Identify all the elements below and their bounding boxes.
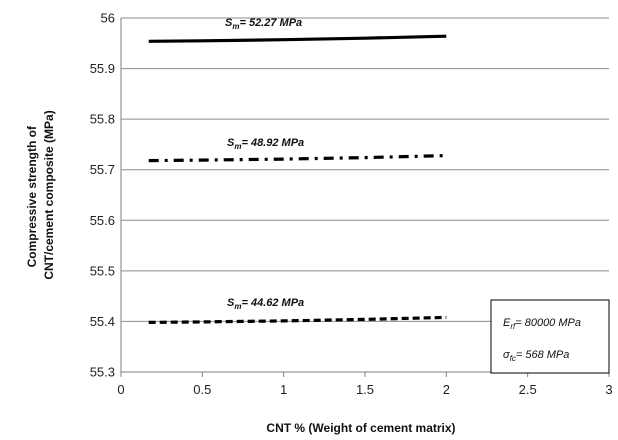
- y-tick-label: 55.8: [90, 112, 115, 127]
- series-label-value: = 44.62 MPa: [241, 297, 304, 309]
- series-line-2: [148, 154, 447, 163]
- x-tick-label: 1.5: [356, 382, 374, 397]
- legend-box-line-2-value: = 568 MPa: [516, 349, 570, 361]
- x-tick-label: 0: [117, 382, 124, 397]
- y-axis-title-line-1: Compressive strength of: [25, 125, 39, 267]
- series-line-3: [148, 315, 447, 324]
- series-label-1: Sm= 52.27 MPa: [225, 17, 302, 31]
- x-tick-label: 1: [280, 382, 287, 397]
- y-tick-label: 55.3: [90, 365, 115, 380]
- legend-box-line-1-subscript: rf: [510, 322, 516, 331]
- x-axis-title: CNT % (Weight of cement matrix): [266, 421, 455, 435]
- y-tick-labels: 55.3 55.4 55.5 55.6 55.7 55.8 55.9 56: [90, 11, 115, 380]
- series-line-1: [148, 34, 447, 43]
- x-tick-label: 2.5: [519, 382, 537, 397]
- y-axis-title-line-2: CNT/cement composite (MPa): [42, 110, 56, 279]
- x-tick-label: 0.5: [193, 382, 211, 397]
- y-tick-label: 56: [101, 11, 115, 26]
- series-label-value: = 48.92 MPa: [241, 137, 304, 149]
- legend-box-line-1-symbol: E: [503, 317, 511, 329]
- grid-lines: [121, 17, 609, 322]
- x-tick-labels: 0 0.5 1 1.5 2 2.5 3: [117, 382, 612, 397]
- series-label-subscript: m: [234, 142, 241, 151]
- series-label-3: Sm= 44.62 MPa: [227, 297, 304, 311]
- series-label-symbol: S: [227, 137, 235, 149]
- series-label-subscript: m: [232, 22, 239, 31]
- x-tick-label: 3: [605, 382, 612, 397]
- y-tick-label: 55.4: [90, 314, 115, 329]
- series-label-symbol: S: [227, 297, 235, 309]
- legend-box-line-1-value: = 80000 MPa: [515, 317, 581, 329]
- series-label-value: = 52.27 MPa: [239, 17, 302, 29]
- legend-box-line-2-symbol: σ: [503, 349, 510, 361]
- series-label-symbol: S: [225, 17, 233, 29]
- y-tick-label: 55.6: [90, 213, 115, 228]
- legend-box-line-2: σfc= 568 MPa: [503, 349, 569, 363]
- legend-box: Erf= 80000 MPa σfc= 568 MPa: [490, 299, 610, 374]
- series-label-subscript: m: [234, 302, 241, 311]
- x-tick-label: 2: [443, 382, 450, 397]
- series-label-2: Sm= 48.92 MPa: [227, 137, 304, 151]
- legend-box-line-1: Erf= 80000 MPa: [503, 317, 581, 331]
- y-axis-title: Compressive strength of CNT/cement compo…: [25, 110, 56, 279]
- y-tick-label: 55.7: [90, 162, 115, 177]
- y-tick-label: 55.5: [90, 263, 115, 278]
- series-group: [148, 34, 447, 324]
- legend-box-frame: [490, 299, 610, 374]
- y-tick-label: 55.9: [90, 61, 115, 76]
- legend-box-line-2-subscript: fc: [510, 354, 516, 363]
